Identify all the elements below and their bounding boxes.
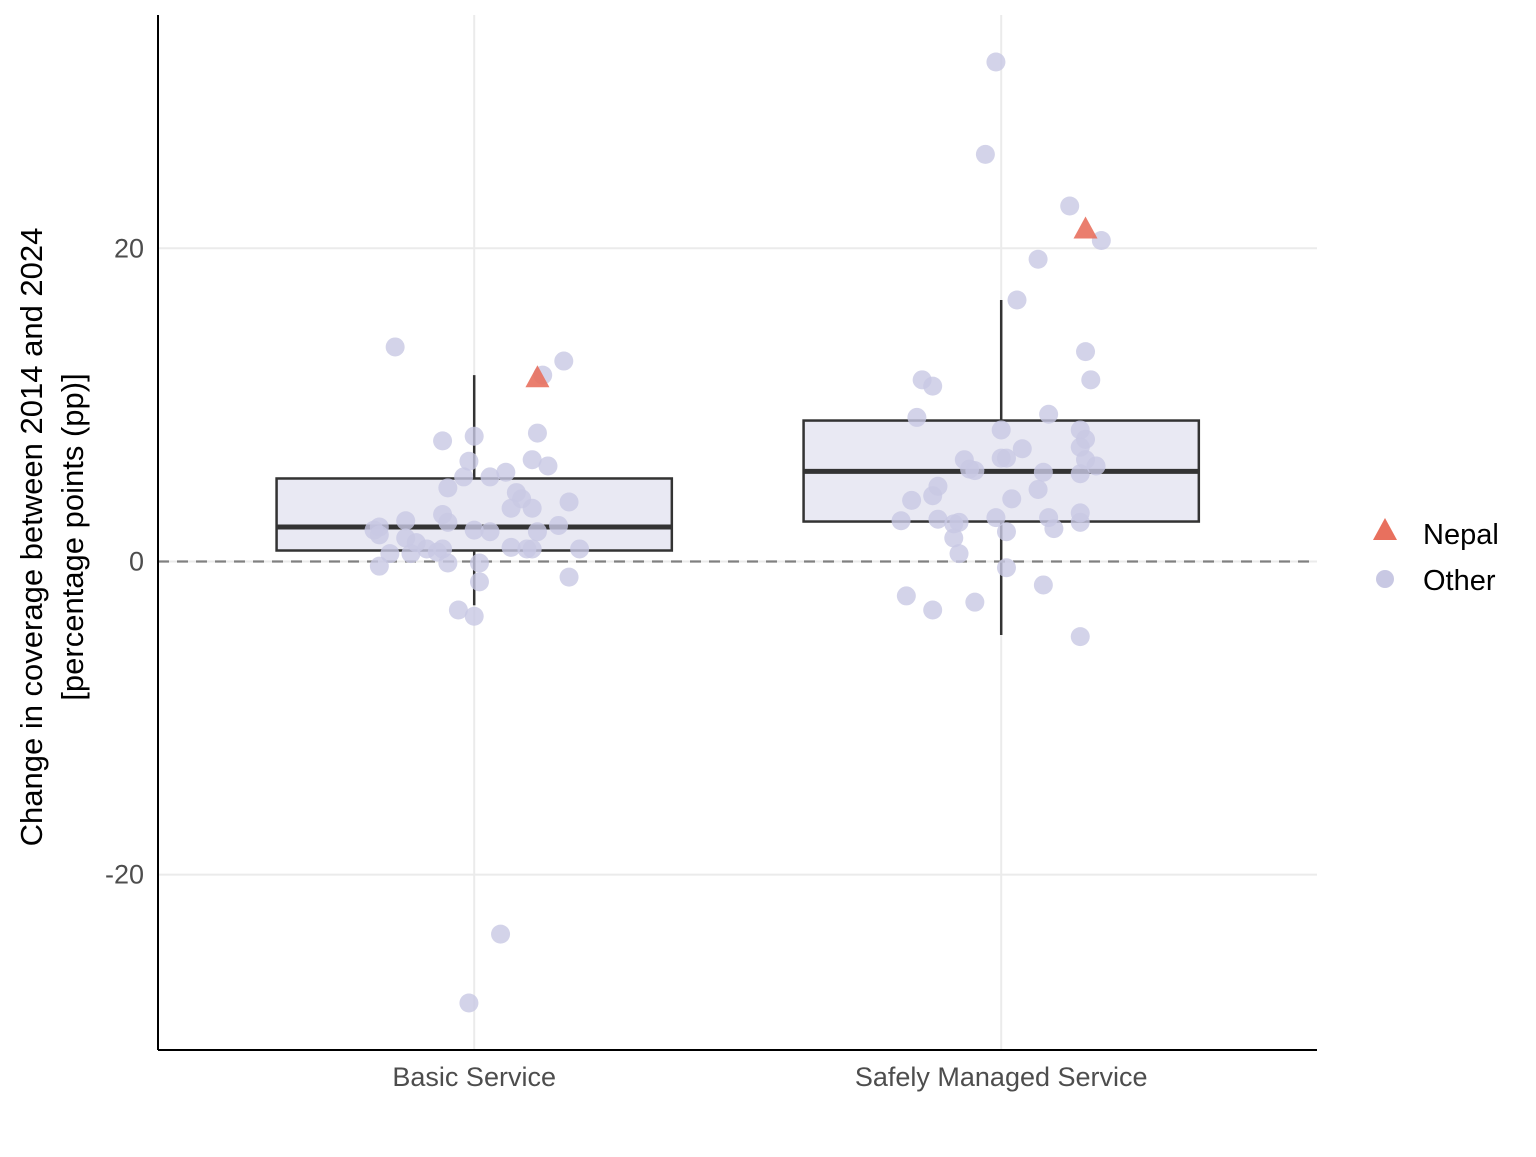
other-point bbox=[965, 461, 985, 481]
other-point bbox=[570, 539, 590, 559]
other-point bbox=[559, 492, 579, 512]
other-point bbox=[907, 407, 927, 427]
other-point bbox=[480, 522, 500, 542]
other-point bbox=[896, 586, 916, 606]
other-point bbox=[522, 450, 542, 470]
other-point bbox=[996, 522, 1016, 542]
boxplots bbox=[275, 299, 1201, 636]
other-point bbox=[1060, 196, 1080, 216]
iqr-box bbox=[275, 477, 674, 552]
other-point bbox=[996, 558, 1016, 578]
other-point bbox=[1007, 290, 1027, 310]
other-point bbox=[1091, 230, 1111, 250]
other-point bbox=[396, 511, 416, 531]
other-point bbox=[459, 451, 479, 471]
other-point bbox=[438, 512, 458, 532]
other-point bbox=[1028, 479, 1048, 499]
other-point bbox=[527, 522, 547, 542]
other-point bbox=[1044, 519, 1064, 539]
other-point bbox=[448, 600, 468, 620]
other-point bbox=[469, 553, 489, 573]
y-axis-title-line-2: [percentage points (pp)] bbox=[55, 373, 90, 700]
other-point bbox=[549, 515, 569, 535]
other-point bbox=[527, 423, 547, 443]
legend-nepal-label: Nepal bbox=[1423, 519, 1499, 551]
other-point bbox=[401, 544, 421, 564]
x-tick-label: Basic Service bbox=[392, 1062, 556, 1092]
x-tick-label: Safely Managed Service bbox=[855, 1062, 1148, 1092]
other-point bbox=[891, 511, 911, 531]
other-point bbox=[464, 606, 484, 626]
nepal-point bbox=[525, 365, 550, 388]
other-point bbox=[522, 498, 542, 518]
other-point bbox=[902, 490, 922, 510]
y-axis-title: Change in coverage between 2014 and 2024… bbox=[14, 228, 90, 847]
other-point bbox=[1033, 462, 1053, 482]
y-tick-label: 0 bbox=[129, 546, 144, 576]
other-point bbox=[1070, 627, 1090, 647]
other-point bbox=[480, 467, 500, 487]
other-point bbox=[438, 478, 458, 498]
other-point bbox=[501, 537, 521, 557]
other-point bbox=[975, 144, 995, 164]
other-point bbox=[1070, 512, 1090, 532]
y-tick-label: 20 bbox=[114, 233, 144, 263]
other-point bbox=[1039, 404, 1059, 424]
other-point bbox=[464, 426, 484, 446]
y-tick-label: -20 bbox=[105, 860, 144, 890]
data-points bbox=[364, 52, 1111, 1013]
other-point bbox=[454, 467, 474, 487]
other-point bbox=[491, 924, 511, 944]
other-point bbox=[1033, 575, 1053, 595]
other-point bbox=[438, 553, 458, 573]
other-point bbox=[469, 572, 489, 592]
other-point bbox=[496, 462, 516, 482]
other-point bbox=[996, 448, 1016, 468]
nepal-point bbox=[1073, 216, 1098, 239]
legend-other-label: Other bbox=[1423, 565, 1496, 597]
other-point bbox=[923, 376, 943, 396]
other-point bbox=[986, 52, 1006, 72]
other-point bbox=[559, 567, 579, 587]
other-point bbox=[949, 512, 969, 532]
other-point bbox=[928, 509, 948, 529]
other-point bbox=[923, 600, 943, 620]
other-point bbox=[986, 508, 1006, 528]
other-point bbox=[965, 592, 985, 612]
other-point bbox=[1081, 370, 1101, 390]
other-point bbox=[433, 431, 453, 451]
legend-nepal-triangle-icon bbox=[1373, 518, 1397, 540]
other-point bbox=[923, 486, 943, 506]
other-point bbox=[501, 498, 521, 518]
other-point bbox=[538, 456, 558, 476]
axes bbox=[157, 15, 1317, 1051]
other-point bbox=[1028, 249, 1048, 269]
other-point bbox=[464, 520, 484, 540]
other-point bbox=[1086, 456, 1106, 476]
other-point bbox=[522, 539, 542, 559]
other-point bbox=[1070, 464, 1090, 484]
other-point bbox=[380, 544, 400, 564]
legend: Nepal Other bbox=[1373, 518, 1499, 597]
legend-other-circle-icon bbox=[1376, 570, 1394, 588]
other-point bbox=[554, 351, 574, 371]
other-point bbox=[459, 993, 479, 1013]
other-point bbox=[1012, 439, 1032, 459]
other-point bbox=[991, 420, 1011, 440]
other-point bbox=[949, 544, 969, 564]
other-point bbox=[944, 528, 964, 548]
other-point bbox=[369, 525, 389, 545]
other-point bbox=[385, 337, 405, 357]
other-point bbox=[369, 556, 389, 576]
y-axis-title-line-1: Change in coverage between 2014 and 2024 bbox=[14, 228, 49, 847]
other-point bbox=[1076, 342, 1096, 362]
tick-labels: -20 0 20 Basic Service Safely Managed Servic… bbox=[105, 233, 1148, 1092]
other-point bbox=[1002, 489, 1022, 509]
